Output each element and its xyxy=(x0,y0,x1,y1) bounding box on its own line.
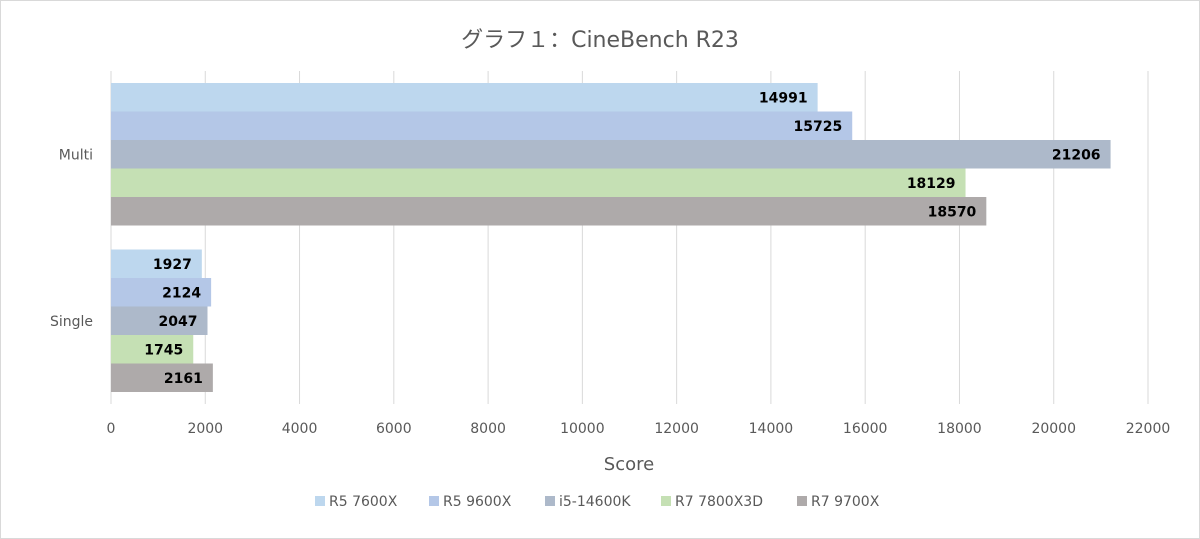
bar[interactable] xyxy=(111,249,202,279)
legend-item[interactable]: R5 7600X xyxy=(315,494,398,510)
x-tick-label: 16000 xyxy=(843,421,888,437)
bar[interactable] xyxy=(111,111,853,141)
data-label: 2124 xyxy=(162,285,201,301)
bar[interactable] xyxy=(111,335,194,364)
x-tick-label: 6000 xyxy=(376,421,412,437)
legend-item[interactable]: i5-14600K xyxy=(545,494,631,510)
legend-label: R7 7800X3D xyxy=(675,494,763,510)
x-tick-label: 18000 xyxy=(937,421,982,437)
legend-swatch xyxy=(661,496,671,506)
x-tick-label: 8000 xyxy=(470,421,506,437)
bar[interactable] xyxy=(111,278,212,307)
legend-label: i5-14600K xyxy=(559,494,631,510)
category-label: Single xyxy=(50,314,93,330)
legend-swatch xyxy=(545,496,555,506)
x-tick-labels: 0 2000 4000 6000 8000 10000 12000 14000 16000 180… xyxy=(107,421,1171,437)
data-label: 21206 xyxy=(1052,147,1101,163)
category-labels: Multi Single xyxy=(50,147,93,330)
data-label: 14991 xyxy=(759,90,808,106)
legend-label: R5 9600X xyxy=(443,494,512,510)
bar[interactable] xyxy=(111,197,987,226)
x-tick-label: 22000 xyxy=(1126,421,1171,437)
x-tick-label: 2000 xyxy=(187,421,223,437)
bar[interactable] xyxy=(111,168,966,198)
legend-swatch xyxy=(315,496,325,506)
data-labels: 14991 15725 21206 18129 18570 1927 2124 2047 174… xyxy=(144,90,1100,387)
bar[interactable] xyxy=(111,306,208,336)
bar[interactable] xyxy=(111,363,213,393)
legend-label: R5 7600X xyxy=(329,494,398,510)
legend-item[interactable]: R7 7800X3D xyxy=(661,494,763,510)
x-tick-label: 4000 xyxy=(282,421,318,437)
legend-swatch xyxy=(429,496,439,506)
data-label: 15725 xyxy=(794,119,843,135)
legend-item[interactable]: R5 9600X xyxy=(429,494,512,510)
x-tick-label: 14000 xyxy=(749,421,794,437)
x-axis-title: Score xyxy=(604,454,654,475)
x-tick-label: 12000 xyxy=(654,421,699,437)
bars xyxy=(111,83,1111,392)
legend-item[interactable]: R7 9700X xyxy=(797,494,880,510)
legend[interactable]: R5 7600X R5 9600X i5-14600K R7 7800X3D R7 97… xyxy=(315,494,880,510)
legend-swatch xyxy=(797,496,807,506)
data-label: 18129 xyxy=(907,176,956,192)
bar[interactable] xyxy=(111,140,1111,169)
data-label: 1745 xyxy=(144,342,183,358)
data-label: 1927 xyxy=(153,257,192,273)
data-label: 2161 xyxy=(164,371,203,387)
x-tick-label: 0 xyxy=(107,421,116,437)
chart-title: グラフ１：CineBench R23 xyxy=(461,28,739,53)
data-label: 18570 xyxy=(928,204,977,220)
legend-label: R7 9700X xyxy=(811,494,880,510)
bar[interactable] xyxy=(111,83,818,112)
x-tick-label: 10000 xyxy=(560,421,605,437)
category-label: Multi xyxy=(59,147,93,163)
x-tick-label: 20000 xyxy=(1031,421,1076,437)
data-label: 2047 xyxy=(159,314,198,330)
